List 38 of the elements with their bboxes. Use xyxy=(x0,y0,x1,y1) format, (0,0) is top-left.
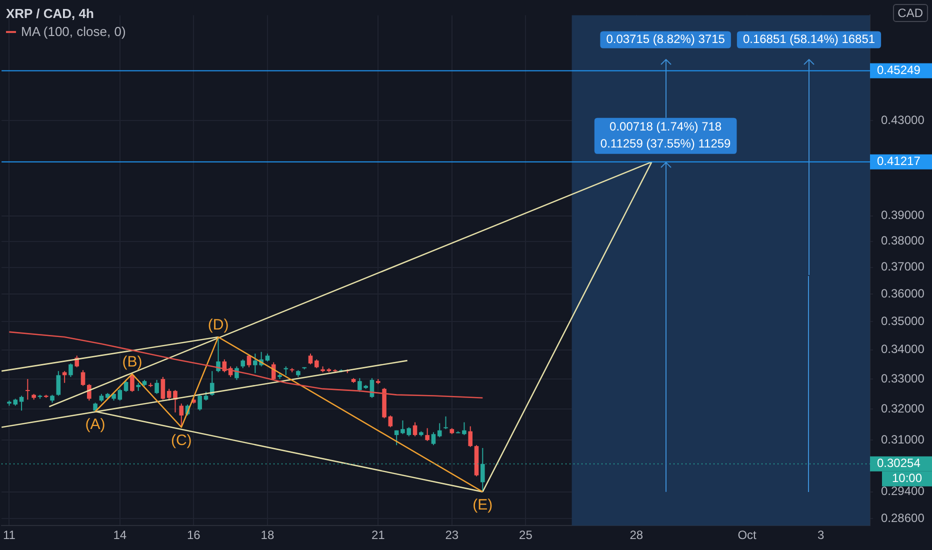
x-tick-label: Oct xyxy=(738,528,758,542)
annotation: 0.11259 (37.55%) 11259 xyxy=(600,136,732,151)
x-tick-label: 14 xyxy=(113,528,127,542)
y-tick-label: 0.29400 xyxy=(881,484,925,498)
annotation: (D) xyxy=(208,316,229,334)
y-tick-label: 0.38000 xyxy=(881,234,925,248)
x-tick-label: 16 xyxy=(187,528,201,542)
ref-line-label: 0.45249 xyxy=(877,63,921,78)
x-tick-label: 21 xyxy=(371,528,386,542)
annotation: 0.00718 (1.74%) 718 xyxy=(610,120,722,134)
y-tick-label: 0.32000 xyxy=(881,401,925,416)
annotation: 0.03715 (8.82%) 3715 xyxy=(606,32,726,46)
y-tick-label: 0.28600 xyxy=(881,511,925,526)
y-axis-title: CAD xyxy=(892,4,928,22)
text: 10:00 xyxy=(892,471,922,486)
x-tick-label: 3 xyxy=(817,528,824,542)
annotation: 0.16851 (58.14%) 16851 xyxy=(742,32,876,46)
annotation: (B) xyxy=(122,354,142,371)
y-tick-label: 0.35000 xyxy=(881,314,925,328)
x-tick-label: 18 xyxy=(260,528,274,542)
y-tick-label: 0.33000 xyxy=(881,371,925,386)
annotation: (C) xyxy=(170,432,192,449)
chart-title: XRP / CAD, 4h xyxy=(6,6,94,21)
annotation: (E) xyxy=(472,496,493,514)
y-tick-label: 0.37000 xyxy=(881,260,925,274)
y-tick-label: 0.31000 xyxy=(881,432,925,446)
y-tick-label: 0.36000 xyxy=(881,286,925,300)
y-tick-label: 0.39000 xyxy=(881,208,925,222)
x-tick-label: 23 xyxy=(445,528,459,542)
x-tick-label: 28 xyxy=(630,528,644,542)
ref-line-label: 0.41217 xyxy=(877,154,921,168)
ref-line-label: 0.30254 xyxy=(877,456,921,470)
x-tick-label: 25 xyxy=(519,528,533,542)
x-tick-label: 11 xyxy=(2,528,16,542)
annotation: (A) xyxy=(85,416,106,434)
legend-label: MA (100, close, 0) xyxy=(21,24,126,39)
y-tick-label: 0.43000 xyxy=(881,112,925,127)
y-tick-label: 0.34000 xyxy=(881,342,925,356)
